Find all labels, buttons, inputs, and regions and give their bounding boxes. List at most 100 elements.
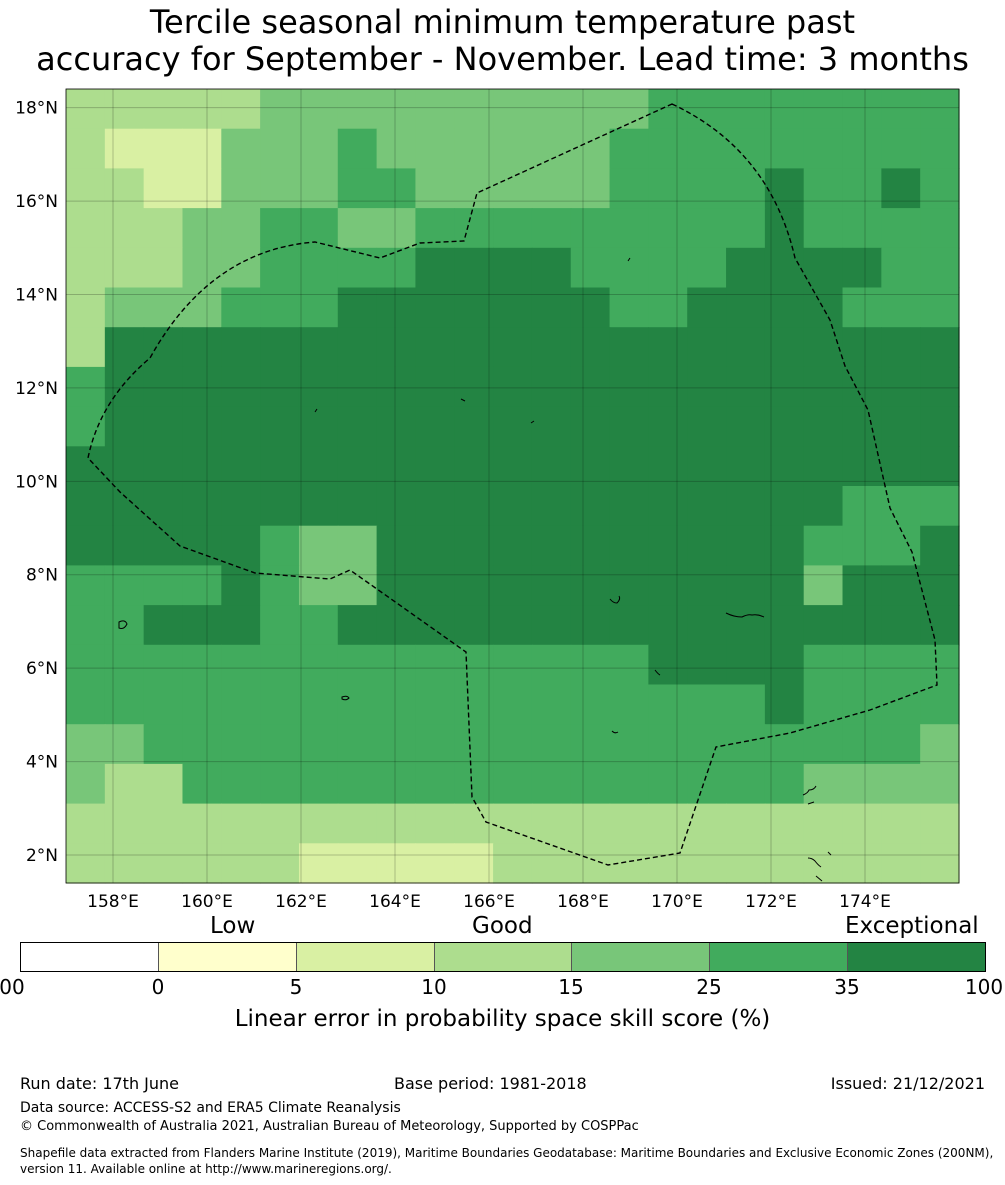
grid-cell <box>415 724 455 765</box>
grid-cell <box>415 565 455 606</box>
grid-cell <box>570 843 611 884</box>
latitude-tick-label: 12°N <box>15 379 58 399</box>
shapefile-citation-line-1: Shapefile data extracted from Flanders M… <box>20 1146 994 1160</box>
grid-cell <box>609 763 649 805</box>
grid-cell <box>143 724 184 765</box>
grid-cell <box>376 605 417 646</box>
grid-cell <box>415 763 455 805</box>
grid-cell <box>415 803 455 844</box>
grid-cell <box>66 763 106 805</box>
grid-cell <box>182 763 222 805</box>
grid-cell <box>182 684 222 725</box>
grid-cell <box>337 128 378 169</box>
grid-cell <box>687 684 727 725</box>
grid-cell <box>104 565 145 606</box>
grid-cell <box>454 366 494 408</box>
grid-cell <box>104 803 145 844</box>
grid-cell <box>609 327 649 368</box>
grid-cell <box>726 366 766 408</box>
grid-cell <box>803 327 844 368</box>
grid-cell <box>454 89 494 130</box>
grid-cell <box>803 247 844 289</box>
latitude-tick-label: 14°N <box>15 286 58 306</box>
grid-cell <box>726 128 766 169</box>
grid-cell <box>143 327 184 368</box>
grid-cell <box>803 168 844 209</box>
grid-cell <box>376 525 417 566</box>
latitude-tick-label: 6°N <box>26 659 58 679</box>
grid-cell <box>66 327 106 368</box>
grid-cell <box>687 803 727 844</box>
grid-cell <box>687 565 727 606</box>
grid-cell <box>104 446 145 487</box>
grid-cell <box>726 168 766 209</box>
grid-cell <box>143 803 184 844</box>
grid-cell <box>415 287 455 328</box>
grid-cell <box>493 406 533 447</box>
colorbar-tick-label: 35 <box>834 975 860 999</box>
grid-cell <box>221 486 261 527</box>
grid-cell <box>298 327 339 368</box>
grid-cell <box>648 168 688 209</box>
grid-cell <box>376 89 417 130</box>
grid-cell <box>531 644 572 686</box>
grid-cell <box>376 128 417 169</box>
grid-cell <box>260 803 300 844</box>
grid-cell <box>726 605 766 646</box>
colorbar-word-good: Good <box>472 913 533 939</box>
grid-cell <box>842 247 882 289</box>
grid-cell <box>104 208 145 249</box>
grid-cell <box>298 565 339 606</box>
grid-cell <box>493 525 533 566</box>
grid-cell <box>298 605 339 646</box>
grid-cell <box>376 366 417 408</box>
grid-cell <box>493 486 533 527</box>
grid-cell <box>726 486 766 527</box>
grid-cell <box>920 287 960 328</box>
grid-cell <box>764 446 805 487</box>
grid-cell <box>726 803 766 844</box>
run-date: Run date: 17th June <box>20 1074 180 1093</box>
grid-cell <box>221 684 261 725</box>
grid-cell <box>648 684 688 725</box>
grid-cell <box>842 763 882 805</box>
grid-cell <box>298 247 339 289</box>
grid-cell <box>415 605 455 646</box>
grid-cell <box>531 565 572 606</box>
grid-cell <box>376 565 417 606</box>
grid-cell <box>221 644 261 686</box>
grid-cell <box>337 525 378 566</box>
grid-cell <box>570 366 611 408</box>
grid-cell <box>881 605 921 646</box>
grid-cell <box>454 644 494 686</box>
grid-cell <box>221 406 261 447</box>
grid-cell <box>648 644 688 686</box>
grid-cell <box>764 605 805 646</box>
grid-cell <box>764 724 805 765</box>
grid-cell <box>221 525 261 566</box>
grid-cell <box>260 168 300 209</box>
grid-cell <box>726 287 766 328</box>
grid-cell <box>182 327 222 368</box>
grid-cell <box>803 803 844 844</box>
grid-cell <box>803 89 844 130</box>
grid-cell <box>415 486 455 527</box>
grid-cell <box>143 605 184 646</box>
grid-cell <box>764 486 805 527</box>
grid-cell <box>104 486 145 527</box>
grid-cell <box>493 366 533 408</box>
grid-cell <box>221 128 261 169</box>
grid-cell <box>920 763 960 805</box>
grid-cell <box>803 486 844 527</box>
grid-cell <box>687 327 727 368</box>
colorbar-segment <box>710 943 849 971</box>
grid-cell <box>842 486 882 527</box>
grid-cell <box>881 803 921 844</box>
grid-cell <box>143 208 184 249</box>
grid-cell <box>66 247 106 289</box>
grid-cell <box>493 565 533 606</box>
grid-cell <box>415 247 455 289</box>
grid-cell <box>337 168 378 209</box>
colorbar-tick-label: 100 <box>964 975 1004 999</box>
grid-cell <box>764 644 805 686</box>
